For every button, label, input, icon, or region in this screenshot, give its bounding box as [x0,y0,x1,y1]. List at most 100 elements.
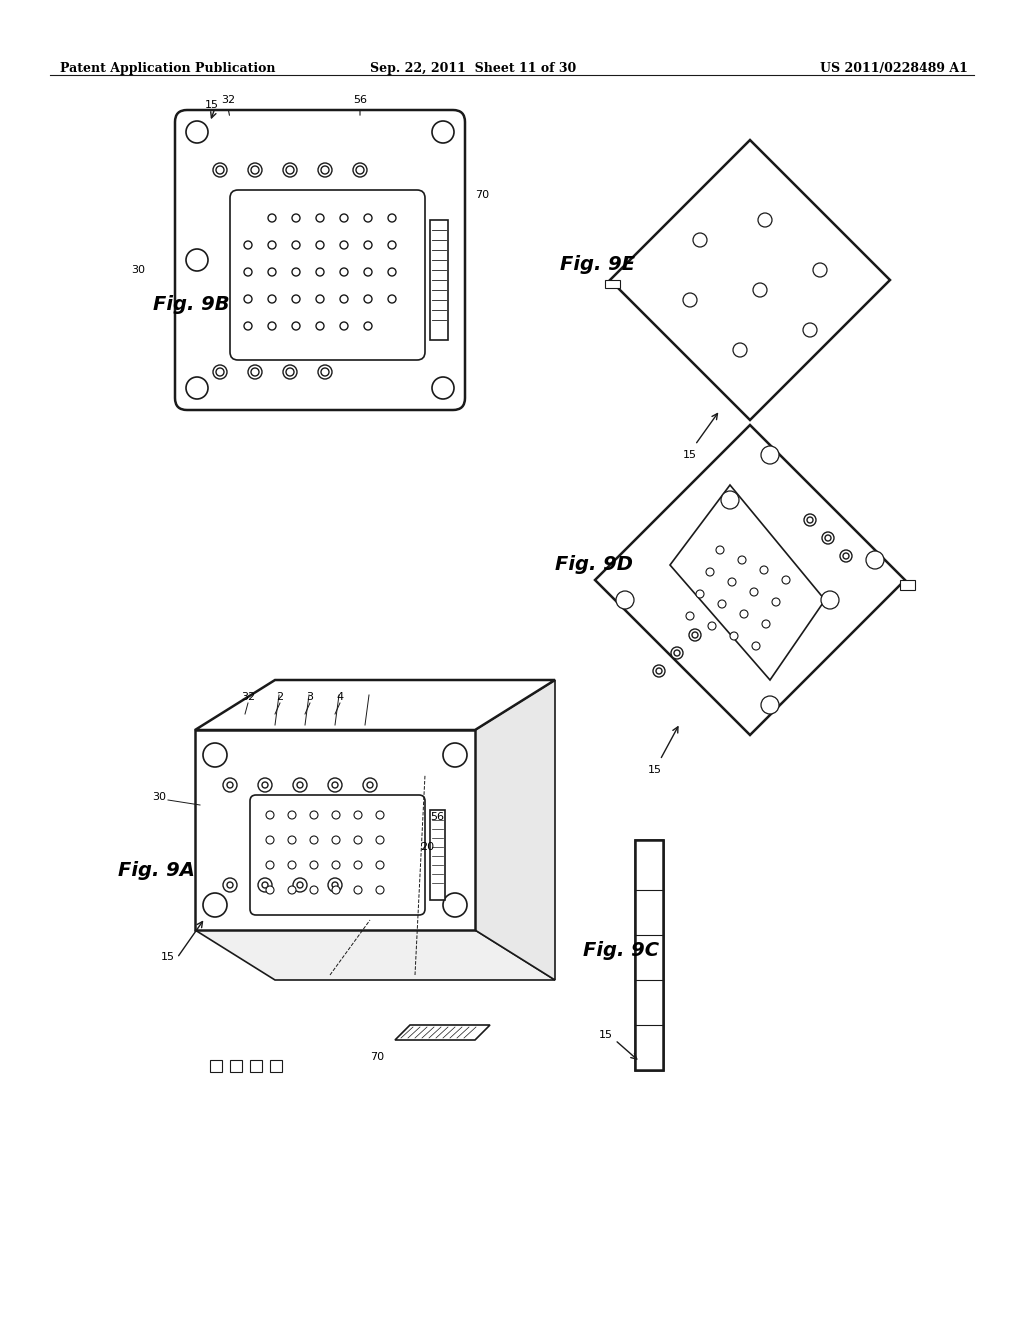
Bar [230,1060,242,1072]
Bar [250,1060,262,1072]
Circle shape [376,861,384,869]
Text: Fig. 9D: Fig. 9D [555,556,633,574]
Circle shape [693,234,707,247]
Bar [270,1060,282,1072]
Circle shape [692,632,698,638]
Polygon shape [625,154,874,405]
Circle shape [310,836,318,843]
Circle shape [340,242,348,249]
Circle shape [316,294,324,304]
Circle shape [244,322,252,330]
Circle shape [683,293,697,308]
Circle shape [388,214,396,222]
Circle shape [364,214,372,222]
Circle shape [388,294,396,304]
Circle shape [213,162,227,177]
Circle shape [223,777,237,792]
Circle shape [753,282,767,297]
Circle shape [362,777,377,792]
Polygon shape [670,484,825,680]
Circle shape [443,894,467,917]
Text: 32: 32 [241,692,255,702]
Circle shape [752,642,760,649]
Circle shape [186,249,208,271]
Polygon shape [900,579,915,590]
Circle shape [266,886,274,894]
Text: 15: 15 [599,1030,613,1040]
Text: 56: 56 [430,812,444,822]
Circle shape [316,268,324,276]
Bar [430,810,445,900]
Circle shape [354,810,362,818]
Circle shape [283,162,297,177]
Circle shape [782,576,790,583]
Circle shape [671,647,683,659]
Circle shape [354,861,362,869]
Circle shape [689,630,701,642]
Circle shape [292,268,300,276]
Circle shape [674,649,680,656]
Circle shape [227,882,233,888]
Circle shape [332,886,340,894]
Bar [640,840,663,1065]
Bar [645,840,663,1060]
Circle shape [288,810,296,818]
Polygon shape [195,680,555,730]
Circle shape [772,598,780,606]
Circle shape [728,578,736,586]
Circle shape [761,446,779,465]
Circle shape [825,535,831,541]
Circle shape [223,878,237,892]
Circle shape [286,368,294,376]
Circle shape [738,556,746,564]
Text: 3: 3 [306,692,313,702]
Polygon shape [610,140,890,420]
Circle shape [216,368,224,376]
Circle shape [216,166,224,174]
Circle shape [443,743,467,767]
Circle shape [310,886,318,894]
Circle shape [288,836,296,843]
Circle shape [262,882,268,888]
Circle shape [293,878,307,892]
Circle shape [364,268,372,276]
Circle shape [283,366,297,379]
Circle shape [716,546,724,554]
Circle shape [318,366,332,379]
Circle shape [340,214,348,222]
Circle shape [297,781,303,788]
Circle shape [227,781,233,788]
Circle shape [292,242,300,249]
Circle shape [292,214,300,222]
Circle shape [364,294,372,304]
Circle shape [866,550,884,569]
Circle shape [288,861,296,869]
Circle shape [821,591,839,609]
Circle shape [340,294,348,304]
Circle shape [332,836,340,843]
Circle shape [186,378,208,399]
Bar [210,1060,222,1072]
Circle shape [353,162,367,177]
Circle shape [843,553,849,558]
Text: 15: 15 [205,100,219,110]
Polygon shape [602,432,898,729]
Text: Fig. 9C: Fig. 9C [583,940,659,960]
Circle shape [244,268,252,276]
Circle shape [332,810,340,818]
Bar [635,840,663,1071]
Text: 70: 70 [370,1052,384,1063]
Circle shape [803,323,817,337]
Polygon shape [195,931,555,979]
Circle shape [807,517,813,523]
Circle shape [332,861,340,869]
Circle shape [376,836,384,843]
Circle shape [268,294,276,304]
Circle shape [354,886,362,894]
Circle shape [367,781,373,788]
Circle shape [316,214,324,222]
Circle shape [656,668,662,675]
Circle shape [332,882,338,888]
Circle shape [718,601,726,609]
Circle shape [721,491,739,510]
